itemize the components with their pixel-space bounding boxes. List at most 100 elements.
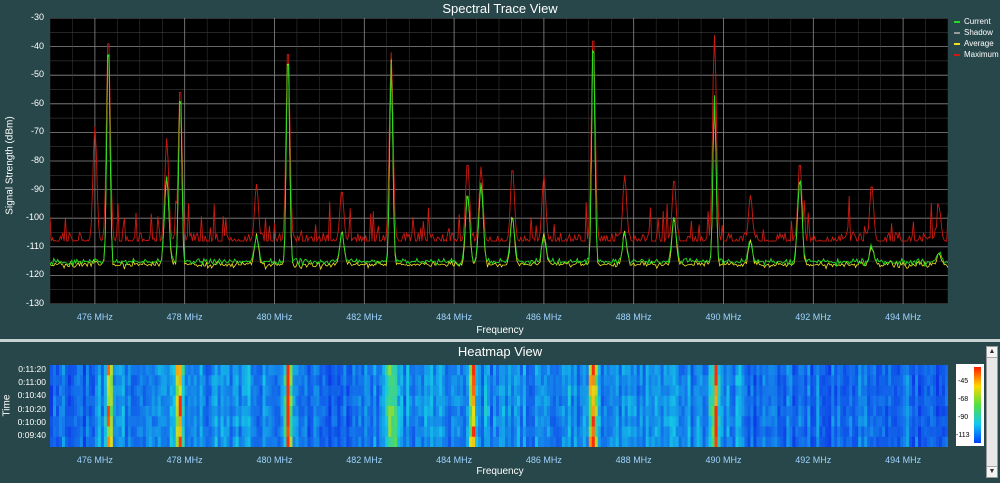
heatmap-cell bbox=[537, 375, 542, 386]
heatmap-cell bbox=[478, 365, 482, 376]
heatmap-cell bbox=[555, 426, 560, 438]
heatmap-cell bbox=[361, 426, 365, 438]
heatmap-cell bbox=[169, 406, 174, 417]
heatmap-cell bbox=[714, 406, 718, 417]
heatmap-cell bbox=[55, 436, 60, 447]
heatmap-cell bbox=[648, 426, 653, 438]
heatmap-cell bbox=[897, 365, 901, 376]
heatmap-cell bbox=[705, 385, 709, 397]
heatmap-cell bbox=[636, 395, 641, 407]
heatmap-cell bbox=[729, 395, 733, 407]
heatmap-cell bbox=[82, 385, 87, 397]
heatmap-cell bbox=[573, 436, 578, 447]
heatmap-cell bbox=[391, 375, 395, 386]
heatmap-cell bbox=[256, 426, 260, 438]
heatmap-cell bbox=[513, 416, 518, 427]
heatmap-cell bbox=[660, 385, 665, 397]
heatmap-cell bbox=[406, 406, 410, 417]
legend-average[interactable]: Average bbox=[954, 38, 999, 49]
heatmap-cell bbox=[693, 426, 697, 438]
heatmap-cell bbox=[618, 375, 623, 386]
heatmap-cell bbox=[379, 406, 383, 417]
heatmap-cell bbox=[439, 406, 443, 417]
heatmap-cell bbox=[421, 416, 425, 427]
heatmap-cell bbox=[361, 365, 365, 376]
heatmap-cell bbox=[861, 406, 865, 417]
heatmap-cell bbox=[888, 426, 892, 438]
heatmap-cell bbox=[516, 365, 521, 376]
heatmap-cell bbox=[469, 395, 473, 407]
heatmap-cell bbox=[708, 406, 712, 417]
heatmap-cell bbox=[825, 416, 829, 427]
legend-shadow[interactable]: Shadow bbox=[954, 27, 999, 38]
heatmap-cell bbox=[310, 416, 314, 427]
heatmap-cell bbox=[543, 436, 548, 447]
heatmap-cell bbox=[795, 416, 799, 427]
heatmap-cell bbox=[687, 385, 691, 397]
heatmap-cell bbox=[564, 406, 569, 417]
heatmap-cell bbox=[669, 416, 674, 427]
heatmap-cell bbox=[693, 385, 697, 397]
heatmap-cell bbox=[663, 365, 668, 376]
heatmap-cell bbox=[379, 385, 383, 397]
scroll-down-icon[interactable]: ▼ bbox=[987, 466, 997, 477]
spectral-legend[interactable]: Current Shadow Average Maximum bbox=[954, 16, 999, 60]
heatmap-cell bbox=[690, 365, 694, 376]
heatmap-plot[interactable] bbox=[50, 365, 948, 447]
scroll-up-icon[interactable]: ▲ bbox=[987, 347, 997, 358]
heatmap-cell bbox=[322, 365, 326, 376]
heatmap-cell bbox=[244, 436, 248, 447]
legend-current[interactable]: Current bbox=[954, 16, 999, 27]
heatmap-cell bbox=[256, 365, 260, 376]
heatmap-cell bbox=[397, 395, 401, 407]
heatmap-cell bbox=[421, 365, 425, 376]
heatmap-cell bbox=[433, 426, 437, 438]
heatmap-cell bbox=[648, 416, 653, 427]
heatmap-cell bbox=[693, 395, 697, 407]
heatmap-cell bbox=[250, 416, 254, 427]
heatmap-cell bbox=[55, 426, 60, 438]
heatmap-cell bbox=[573, 365, 578, 376]
heatmap-cell bbox=[591, 365, 596, 376]
heatmap-cell bbox=[364, 385, 368, 397]
heatmap-cell bbox=[211, 436, 216, 447]
heatmap-cell bbox=[268, 426, 272, 438]
heatmap-cell bbox=[430, 365, 434, 376]
heatmap-cell bbox=[588, 395, 593, 407]
heatmap-cell bbox=[496, 395, 500, 407]
heatmap-cell bbox=[262, 365, 266, 376]
heatmap-cell bbox=[912, 416, 916, 427]
heatmap-cell bbox=[331, 426, 335, 438]
heatmap-cell bbox=[265, 406, 269, 417]
heatmap-cell bbox=[241, 406, 245, 417]
spectral-plot[interactable] bbox=[50, 18, 948, 304]
heatmap-cell bbox=[298, 406, 302, 417]
panel-divider[interactable] bbox=[0, 339, 1000, 342]
heatmap-cell bbox=[732, 416, 736, 427]
heatmap-scrollbar[interactable]: ▲ ▼ bbox=[986, 346, 998, 478]
time-tick-label: 0:10:00 bbox=[17, 416, 46, 427]
heatmap-cell bbox=[196, 375, 201, 386]
colorbar: -45 -68 -90 -113 bbox=[956, 364, 984, 446]
heatmap-cell bbox=[849, 365, 853, 376]
heatmap-cell bbox=[115, 385, 120, 397]
heatmap-cell bbox=[304, 375, 308, 386]
heatmap-cell bbox=[678, 375, 682, 386]
heatmap-cell bbox=[238, 426, 242, 438]
heatmap-cell bbox=[840, 416, 844, 427]
heatmap-cell bbox=[496, 365, 500, 376]
heatmap-cell bbox=[861, 426, 865, 438]
heatmap-cell bbox=[364, 365, 368, 376]
heatmap-cell bbox=[334, 416, 338, 427]
legend-maximum[interactable]: Maximum bbox=[954, 49, 999, 60]
heatmap-cell bbox=[501, 365, 506, 376]
heatmap-cell bbox=[906, 385, 910, 397]
heatmap-cell bbox=[771, 395, 775, 407]
heatmap-cell bbox=[337, 365, 341, 376]
heatmap-cell bbox=[525, 385, 530, 397]
heatmap-cell bbox=[906, 406, 910, 417]
heatmap-cell bbox=[882, 436, 886, 447]
heatmap-cell bbox=[220, 385, 225, 397]
heatmap-cell bbox=[807, 416, 811, 427]
heatmap-cell bbox=[415, 416, 419, 427]
